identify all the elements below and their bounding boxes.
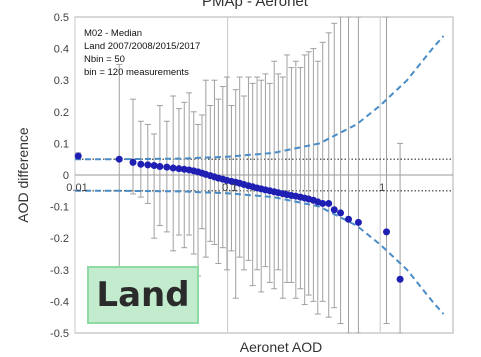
error-bar-35 (288, 67, 295, 283)
error-bar-46 (345, 16, 352, 334)
y-axis-label: AOD difference (15, 127, 31, 223)
data-point-44 (330, 206, 338, 214)
error-bar-38 (301, 54, 308, 306)
chart-title: PMAp - Aeronet (202, 0, 309, 10)
error-bar-27 (254, 76, 261, 271)
data-point-48 (383, 228, 391, 236)
error-bar-41 (314, 60, 321, 315)
envelope-curves (75, 35, 445, 315)
annotation-line: Nbin = 50 (84, 54, 125, 65)
data-point-7 (163, 163, 171, 171)
error-bar-17 (211, 79, 218, 246)
y-tick-label: -0.4 (50, 296, 69, 308)
data-point-49 (396, 275, 404, 283)
data-point-6 (156, 162, 164, 170)
error-bar-2 (130, 98, 137, 195)
y-tick-label: -0.2 (50, 233, 69, 245)
data-point-3 (137, 160, 145, 168)
error-bar-29 (262, 73, 269, 268)
data-point-8 (169, 164, 177, 172)
y-tick-label: 0.5 (54, 12, 69, 24)
error-bar-48 (383, 16, 390, 325)
annotation-line: Land 2007/2008/2015/2017 (84, 41, 200, 52)
x-tick-labels: 0.01 0.1 1 (66, 182, 385, 194)
x-tick-label: 0.01 (66, 182, 87, 194)
error-bar-10 (181, 101, 188, 249)
error-bar-43 (325, 32, 332, 318)
data-point-4 (144, 161, 152, 169)
annotation-block: M02 - Median Land 2007/2008/2015/2017 Nbin… (84, 28, 200, 78)
y-tick-label: -0.3 (50, 265, 69, 277)
error-bar-49 (397, 142, 404, 334)
y-tick-label: 0 (63, 170, 69, 182)
y-tick-label: 0.4 (54, 44, 69, 56)
x-tick-label: 0.1 (222, 182, 237, 194)
data-point-45 (337, 209, 345, 217)
error-bar-31 (271, 60, 278, 290)
error-bar-8 (170, 95, 177, 252)
error-bar-42 (319, 41, 326, 302)
error-bar-11 (186, 92, 193, 236)
y-tick-label: 0.2 (54, 107, 69, 119)
error-bar-45 (337, 16, 344, 325)
error-bar-12 (190, 111, 197, 255)
data-point-5 (150, 162, 158, 170)
error-bar-33 (279, 76, 286, 299)
land-badge: Land (87, 266, 199, 324)
y-tick-label: 0.1 (54, 138, 69, 150)
envelope-lower (75, 189, 445, 315)
error-bar-47 (355, 16, 362, 334)
data-points (74, 152, 404, 283)
error-bar-20 (223, 76, 230, 271)
y-tick-label: -0.5 (50, 328, 69, 340)
data-point-47 (354, 218, 362, 226)
annotation-line: M02 - Median (84, 28, 142, 39)
data-point-1 (115, 155, 123, 163)
error-bar-25 (245, 76, 252, 261)
error-bar-19 (219, 86, 226, 249)
data-point-42 (319, 199, 327, 207)
envelope-upper (75, 35, 445, 161)
data-point-0 (74, 152, 82, 160)
y-tick-labels: 0.5 0.4 0.3 0.2 0.1 0 -0.1 -0.2 -0.3 -0.4 -0.5 (50, 12, 69, 340)
data-point-46 (345, 215, 353, 223)
error-bar-30 (266, 82, 273, 283)
error-bar-44 (331, 22, 338, 309)
data-point-2 (129, 158, 137, 166)
error-bar-37 (297, 67, 304, 290)
y-tick-label: 0.3 (54, 75, 69, 87)
error-bar-5 (151, 133, 158, 239)
annotation-line: bin = 120 measurements (84, 67, 189, 78)
error-bar-39 (305, 51, 312, 296)
error-bar-36 (292, 60, 299, 299)
error-bar-32 (275, 73, 282, 271)
x-tick-label: 1 (379, 182, 385, 194)
data-point-9 (175, 165, 183, 173)
error-bar-23 (236, 76, 243, 258)
y-tick-label: -0.1 (50, 202, 69, 214)
error-bar-15 (202, 79, 209, 258)
error-bar-7 (163, 120, 170, 233)
data-point-43 (325, 199, 333, 207)
error-bar-40 (310, 48, 317, 302)
x-axis-label: Aeronet AOD (240, 339, 323, 355)
